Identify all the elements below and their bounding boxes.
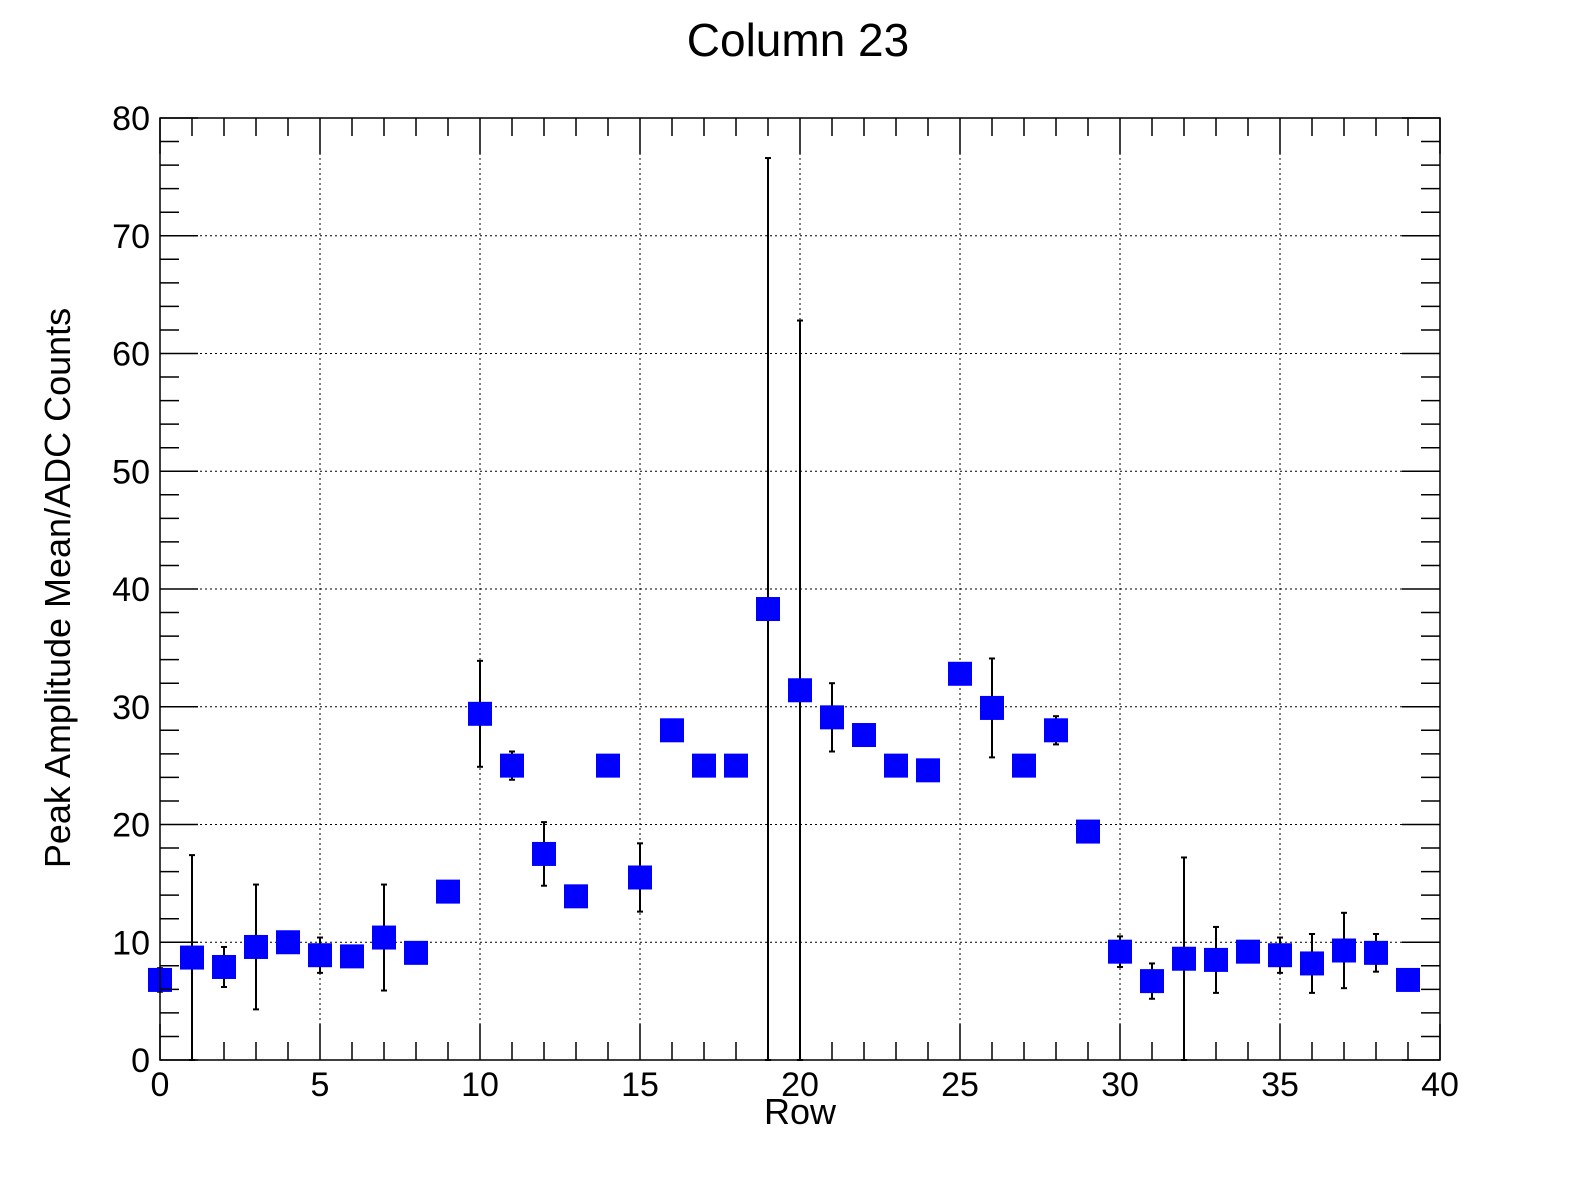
- data-point: [756, 597, 780, 622]
- x-tick-label: 30: [1101, 1066, 1139, 1104]
- data-point: [1204, 947, 1228, 972]
- y-tick-label: 20: [112, 807, 150, 845]
- x-tick-label: 5: [311, 1066, 330, 1104]
- data-point: [532, 841, 556, 866]
- data-point: [500, 753, 524, 778]
- data-point: [244, 934, 268, 959]
- data-point: [564, 884, 588, 909]
- data-point: [340, 944, 364, 969]
- y-tick-label: 50: [112, 453, 150, 491]
- y-tick-label: 40: [112, 571, 150, 609]
- axis-ticks: [159, 117, 1441, 1061]
- data-point: [724, 753, 748, 778]
- x-tick-label: 25: [941, 1066, 979, 1104]
- data-point: [1076, 819, 1100, 844]
- data-point: [276, 930, 300, 955]
- y-axis-label: Peak Amplitude Mean/ADC Counts: [37, 308, 78, 868]
- data-point: [468, 701, 492, 726]
- y-tick-label: 60: [112, 336, 150, 374]
- data-point: [1364, 940, 1388, 965]
- data-point: [980, 695, 1004, 720]
- data-point: [1268, 943, 1292, 968]
- data-point: [308, 943, 332, 968]
- data-point: [788, 678, 812, 703]
- data-point: [1172, 946, 1196, 971]
- x-tick-label: 15: [621, 1066, 659, 1104]
- data-point: [1300, 951, 1324, 976]
- y-tick-label: 70: [112, 218, 150, 256]
- y-tick-label: 80: [112, 100, 150, 138]
- x-tick-label: 40: [1421, 1066, 1459, 1104]
- error-bars: [157, 157, 1411, 1061]
- data-point: [372, 925, 396, 950]
- y-tick-label: 10: [112, 924, 150, 962]
- data-point: [820, 705, 844, 730]
- data-point: [660, 718, 684, 743]
- data-point: [692, 753, 716, 778]
- data-point: [884, 753, 908, 778]
- data-point: [1236, 939, 1260, 964]
- data-point: [916, 758, 940, 783]
- data-point: [596, 753, 620, 778]
- data-point: [1108, 939, 1132, 964]
- x-tick-label: 35: [1261, 1066, 1299, 1104]
- y-tick-label: 0: [131, 1042, 150, 1080]
- data-point: [436, 879, 460, 904]
- data-point: [1140, 969, 1164, 994]
- x-tick-label: 0: [151, 1066, 170, 1104]
- data-markers: [148, 597, 1420, 994]
- data-point: [628, 865, 652, 890]
- x-tick-label: 10: [461, 1066, 499, 1104]
- data-point: [180, 945, 204, 970]
- tick-labels: 0 5 10 15 20 25 30 35 40 0 10 20 30 40 50 60 70 80: [112, 100, 1459, 1104]
- data-point: [1332, 938, 1356, 963]
- y-tick-label: 30: [112, 689, 150, 727]
- data-point: [404, 940, 428, 965]
- x-tick-label: 20: [781, 1066, 819, 1104]
- data-point: [1012, 753, 1036, 778]
- data-point: [1044, 718, 1068, 743]
- data-point: [1396, 967, 1420, 992]
- data-point: [852, 723, 876, 748]
- x-axis-label: Row: [764, 1091, 837, 1132]
- chart-title: Column 23: [687, 14, 909, 66]
- data-point: [948, 661, 972, 686]
- data-point: [212, 954, 236, 979]
